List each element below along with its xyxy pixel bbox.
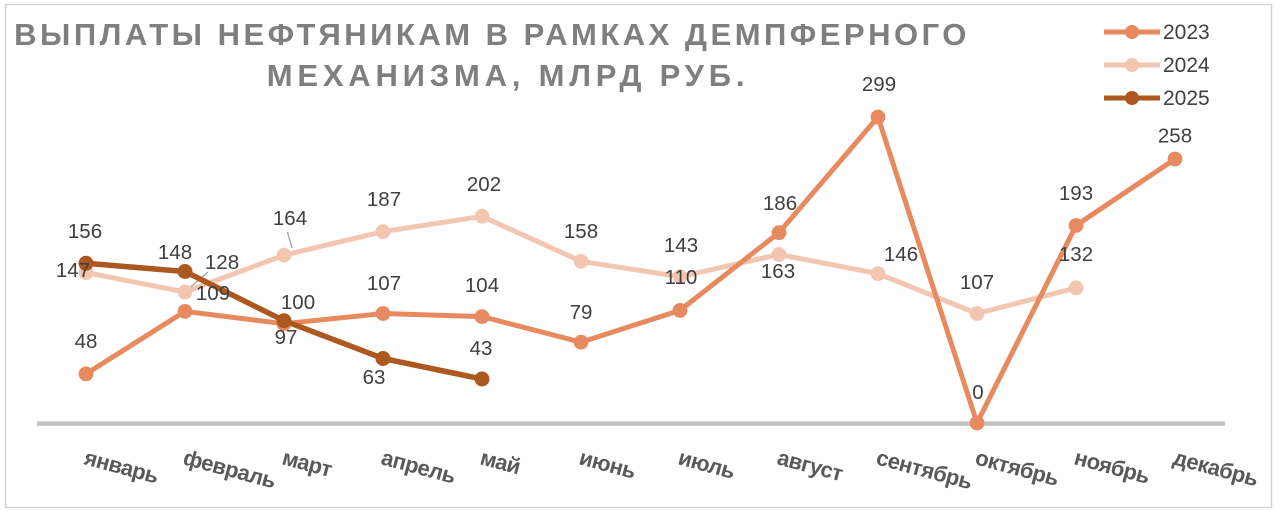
svg-text:132: 132: [1059, 243, 1093, 266]
svg-text:146: 146: [884, 243, 918, 266]
svg-text:МЕХАНИЗМА, МЛРД РУБ.: МЕХАНИЗМА, МЛРД РУБ.: [267, 58, 750, 93]
svg-text:158: 158: [564, 220, 598, 243]
svg-text:ВЫПЛАТЫ НЕФТЯНИКАМ В РАМКАХ ДЕ: ВЫПЛАТЫ НЕФТЯНИКАМ В РАМКАХ ДЕМПФЕРНОГО: [14, 17, 970, 52]
svg-text:2023: 2023: [1163, 21, 1210, 44]
svg-text:143: 143: [664, 234, 698, 257]
svg-text:299: 299: [862, 73, 896, 96]
svg-text:79: 79: [570, 301, 593, 324]
svg-text:110: 110: [665, 266, 698, 289]
svg-text:107: 107: [367, 272, 401, 295]
svg-text:163: 163: [761, 260, 795, 283]
svg-text:147: 147: [56, 259, 90, 282]
svg-text:109: 109: [196, 282, 230, 305]
svg-text:100: 100: [281, 291, 315, 314]
svg-text:2024: 2024: [1163, 54, 1210, 77]
svg-text:202: 202: [467, 173, 501, 196]
svg-text:193: 193: [1059, 182, 1093, 205]
svg-text:164: 164: [273, 207, 307, 230]
svg-text:187: 187: [367, 188, 401, 211]
svg-text:104: 104: [465, 274, 499, 297]
svg-text:43: 43: [470, 337, 493, 360]
svg-text:156: 156: [68, 220, 102, 243]
svg-text:107: 107: [960, 271, 994, 294]
svg-text:2025: 2025: [1163, 87, 1210, 110]
svg-text:48: 48: [75, 330, 98, 353]
svg-text:148: 148: [158, 241, 192, 264]
svg-text:186: 186: [763, 192, 797, 215]
svg-text:258: 258: [1158, 125, 1192, 148]
svg-text:0: 0: [972, 381, 983, 404]
svg-text:97: 97: [275, 326, 298, 349]
svg-text:63: 63: [363, 366, 386, 389]
svg-text:128: 128: [205, 251, 239, 274]
